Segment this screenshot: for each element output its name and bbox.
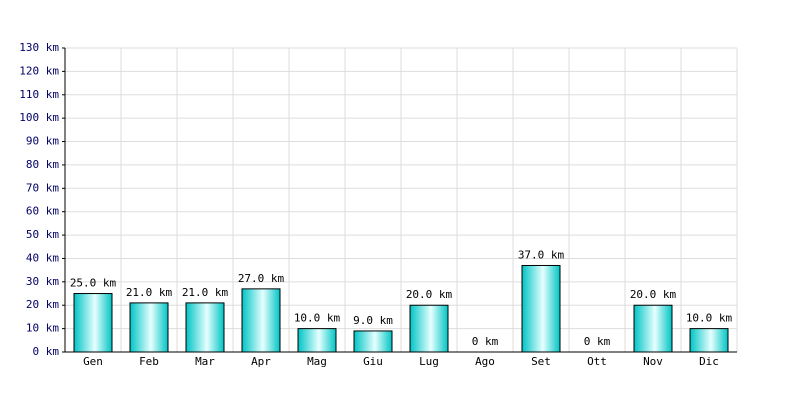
data-label: 20.0 km — [630, 288, 677, 301]
y-tick-label: 60 km — [26, 205, 59, 218]
bar — [297, 328, 337, 353]
data-label: 25.0 km — [70, 277, 117, 290]
x-tick-label: Giu — [363, 355, 383, 368]
bar — [689, 328, 729, 353]
data-label: 0 km — [584, 335, 611, 348]
bar — [353, 330, 393, 353]
bar — [185, 302, 225, 353]
x-tick-label: Mag — [307, 355, 327, 368]
bar — [73, 293, 113, 353]
y-tick-label: 90 km — [26, 135, 59, 148]
y-tick-label: 10 km — [26, 322, 59, 335]
bar — [129, 302, 169, 353]
y-tick-label: 70 km — [26, 181, 59, 194]
y-tick-label: 50 km — [26, 228, 59, 241]
x-tick-label: Ott — [587, 355, 607, 368]
y-tick-label: 30 km — [26, 275, 59, 288]
data-label: 27.0 km — [238, 272, 285, 285]
x-tick-label: Apr — [251, 355, 271, 368]
y-tick-label: 100 km — [19, 111, 59, 124]
bar — [241, 288, 281, 353]
data-label: 37.0 km — [518, 248, 565, 261]
x-tick-label: Nov — [643, 355, 663, 368]
x-tick-label: Gen — [83, 355, 103, 368]
y-tick-label: 20 km — [26, 298, 59, 311]
y-tick-label: 0 km — [33, 345, 60, 358]
y-tick-label: 120 km — [19, 64, 59, 77]
data-label: 10.0 km — [294, 312, 341, 325]
bar — [521, 264, 561, 353]
y-tick-label: 130 km — [19, 41, 59, 54]
data-label: 21.0 km — [182, 286, 229, 299]
x-tick-label: Mar — [195, 355, 215, 368]
data-label: 20.0 km — [406, 288, 453, 301]
x-tick-label: Dic — [699, 355, 719, 368]
data-label: 0 km — [472, 335, 499, 348]
data-label: 10.0 km — [686, 312, 733, 325]
bar — [409, 304, 449, 353]
x-tick-label: Feb — [139, 355, 159, 368]
x-tick-label: Ago — [475, 355, 495, 368]
data-label: 21.0 km — [126, 286, 173, 299]
x-tick-label: Lug — [419, 355, 439, 368]
y-tick-label: 40 km — [26, 251, 59, 264]
bar — [633, 304, 673, 353]
y-tick-label: 80 km — [26, 158, 59, 171]
y-tick-label: 110 km — [19, 88, 59, 101]
x-tick-label: Set — [531, 355, 551, 368]
data-label: 9.0 km — [353, 314, 393, 327]
